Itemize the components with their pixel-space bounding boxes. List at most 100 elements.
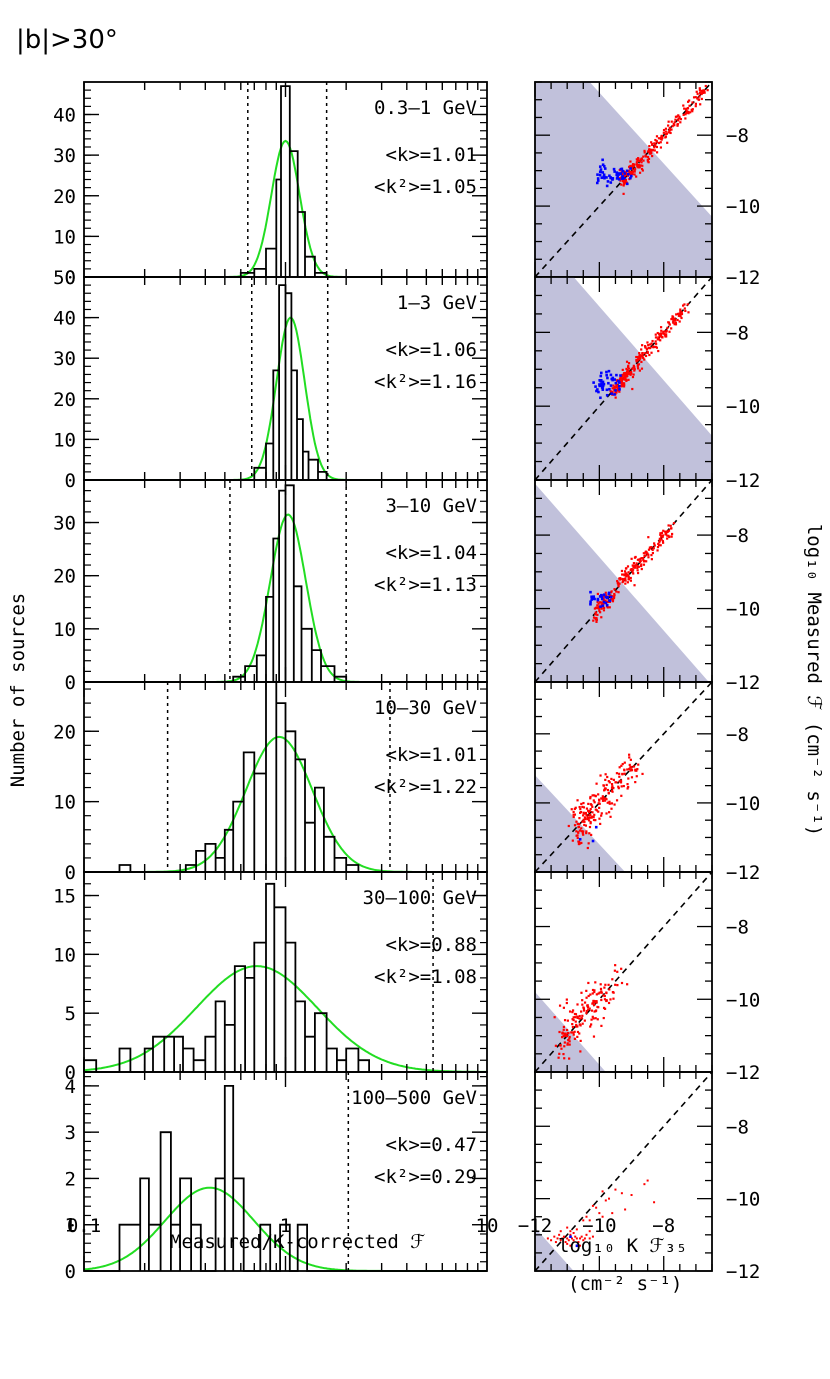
red-point [612, 991, 615, 994]
red-point [650, 141, 653, 144]
red-point [598, 991, 601, 994]
red-point [680, 312, 684, 316]
red-point [624, 579, 627, 582]
red-point [596, 1018, 599, 1021]
red-point [590, 1018, 593, 1021]
red-point [649, 150, 652, 153]
blue-point [605, 603, 609, 607]
red-point [642, 563, 646, 566]
blue-point [601, 384, 605, 388]
y-tick-label: 0 [65, 267, 76, 289]
red-point [573, 1037, 577, 1040]
red-point [682, 104, 685, 107]
red-point [635, 161, 638, 164]
blue-point [596, 598, 600, 602]
red-point [638, 164, 641, 167]
red-point [599, 983, 602, 986]
blue-point [605, 184, 609, 188]
red-point [620, 785, 623, 788]
right-y-tick-label: −12 [726, 1261, 760, 1283]
blue-point [602, 175, 606, 179]
blue-point [600, 176, 604, 180]
blue-point [598, 165, 602, 168]
red-point [619, 176, 622, 180]
blue-point [594, 825, 598, 829]
red-point [672, 122, 675, 126]
red-point [610, 777, 613, 781]
red-point [621, 368, 624, 371]
red-point [589, 813, 592, 817]
red-point [692, 96, 696, 99]
left-y-axis-label: Number of sources [7, 593, 29, 787]
red-point [615, 384, 618, 387]
red-point [578, 823, 581, 826]
red-point [585, 830, 588, 833]
blue-point [613, 170, 616, 173]
red-point [646, 1179, 649, 1182]
red-point [624, 178, 628, 181]
red-point [639, 557, 642, 561]
red-point [628, 767, 631, 771]
red-point [663, 530, 667, 533]
red-point [596, 1005, 599, 1009]
red-point [672, 320, 675, 323]
blue-point [608, 387, 611, 391]
red-point [645, 560, 648, 563]
red-point [633, 369, 636, 372]
red-point [589, 803, 592, 806]
red-point [635, 769, 638, 772]
red-point [598, 817, 601, 820]
blue-point [615, 173, 619, 177]
red-point [585, 996, 588, 999]
red-point [602, 994, 605, 997]
red-point [622, 181, 626, 184]
red-point [602, 1006, 606, 1010]
red-point [591, 1235, 594, 1238]
red-point [624, 567, 628, 570]
red-point [591, 1204, 594, 1207]
red-point [599, 774, 602, 777]
scatter-plot-area [535, 682, 712, 872]
red-point [621, 373, 624, 377]
red-point [550, 1239, 553, 1242]
red-point [659, 544, 662, 547]
red-point [572, 1239, 575, 1242]
red-point [620, 378, 623, 381]
red-point [604, 1199, 607, 1202]
y-tick-label: 10 [53, 944, 76, 966]
red-point [667, 524, 670, 527]
histogram-steps [83, 882, 487, 1073]
red-point [638, 560, 641, 563]
red-point [623, 768, 626, 771]
red-point [678, 314, 681, 317]
red-point [637, 763, 640, 766]
red-point [586, 1005, 590, 1009]
red-point [653, 142, 656, 145]
y-tick-label: 10 [53, 619, 76, 641]
blue-point [601, 388, 605, 391]
red-point [621, 581, 624, 584]
red-point [660, 134, 663, 137]
red-point [630, 170, 633, 174]
red-point [613, 588, 616, 591]
y-tick-label: 0 [65, 862, 76, 884]
red-point [676, 123, 679, 126]
red-point [699, 103, 702, 106]
red-point [685, 110, 688, 113]
y-tick-label: 20 [53, 186, 76, 208]
right-y-tick-label: −8 [726, 1116, 749, 1138]
red-point [593, 1010, 596, 1013]
red-point [635, 562, 638, 565]
blue-point [623, 176, 626, 180]
red-point [616, 386, 619, 389]
red-point [589, 993, 592, 996]
mean-k-label: <k>=1.01 [385, 144, 477, 166]
red-point [605, 991, 608, 994]
red-point [597, 793, 600, 796]
red-point [702, 89, 705, 92]
red-point [700, 92, 703, 96]
red-point [662, 131, 665, 134]
red-point [605, 783, 608, 787]
red-point [686, 111, 689, 114]
red-point [554, 1044, 557, 1047]
